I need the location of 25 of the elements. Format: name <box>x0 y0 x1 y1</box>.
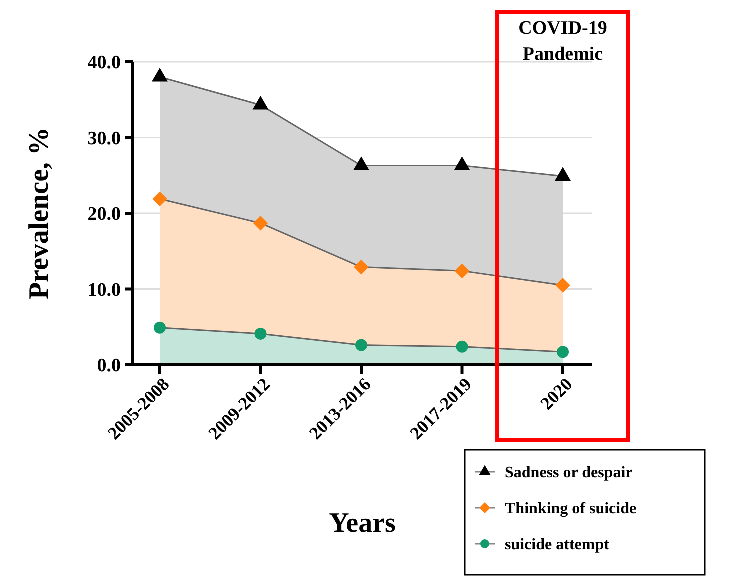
y-tick-label: 10.0 <box>88 280 121 301</box>
y-tick-label: 40.0 <box>88 52 121 74</box>
point <box>454 156 470 170</box>
y-tick-label: 20.0 <box>88 204 121 226</box>
point <box>154 322 166 334</box>
point <box>252 96 269 110</box>
x-axis-title: Years <box>329 508 396 539</box>
point <box>555 167 571 181</box>
y-tick-label: 0.0 <box>97 356 121 377</box>
point <box>456 340 468 353</box>
point <box>454 264 470 278</box>
legend-label: Sadness or despair <box>505 464 633 482</box>
point <box>254 328 267 340</box>
point <box>354 156 370 170</box>
legend-label: suicide attempt <box>505 536 610 554</box>
point <box>253 216 268 231</box>
y-axis-title: Prevalence, % <box>24 127 55 300</box>
annotation: COVID-19 Pandemic <box>518 18 608 65</box>
point <box>557 346 569 358</box>
point <box>354 260 369 275</box>
legend-label: Thinking of suicide <box>505 500 637 518</box>
y-tick-label: 30.0 <box>88 128 121 150</box>
point <box>152 68 168 82</box>
point <box>556 278 570 293</box>
point <box>356 339 368 352</box>
